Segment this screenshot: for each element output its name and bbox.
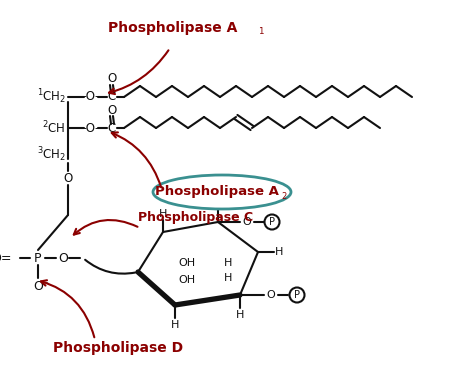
Text: P: P (269, 217, 275, 227)
Text: $_2$: $_2$ (281, 188, 287, 201)
Text: H: H (236, 310, 244, 320)
Text: H: H (224, 273, 232, 283)
Text: P: P (34, 251, 42, 265)
Text: —O—: —O— (74, 91, 108, 104)
Text: Phospholipase D: Phospholipase D (53, 341, 183, 355)
Text: ⁻: ⁻ (42, 280, 48, 290)
Text: C: C (108, 91, 116, 104)
Text: O: O (108, 104, 117, 116)
Text: O: O (266, 290, 275, 300)
Text: Phospholipase A: Phospholipase A (108, 21, 237, 35)
Text: O=: O= (0, 251, 12, 265)
Text: $^2$CH: $^2$CH (43, 120, 66, 136)
Text: O: O (33, 280, 43, 292)
Text: C: C (108, 122, 116, 134)
Text: $_1$: $_1$ (258, 24, 265, 38)
Ellipse shape (153, 175, 291, 209)
Text: —O—: —O— (74, 122, 108, 134)
Text: P: P (294, 290, 300, 300)
Text: OH: OH (178, 275, 196, 285)
Text: $^3$CH$_2$: $^3$CH$_2$ (36, 146, 66, 164)
Text: OH: OH (178, 258, 196, 268)
Text: O: O (108, 73, 117, 85)
Text: H: H (159, 209, 167, 219)
Text: H: H (275, 247, 283, 257)
Text: O: O (243, 217, 251, 227)
Text: $^1$CH$_2$: $^1$CH$_2$ (36, 88, 66, 106)
Text: O: O (58, 251, 68, 265)
Text: O: O (64, 172, 73, 184)
Text: H: H (224, 258, 232, 268)
Text: H: H (214, 199, 222, 209)
Text: Phospholipase A: Phospholipase A (155, 185, 279, 199)
Text: H: H (171, 320, 179, 330)
Text: Phospholipase C: Phospholipase C (138, 211, 253, 224)
